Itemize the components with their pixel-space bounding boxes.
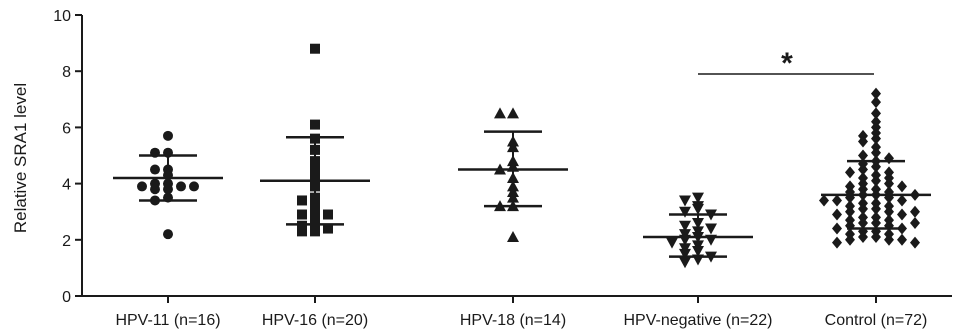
data-point <box>884 205 894 218</box>
y-tick-label: 8 <box>62 64 71 81</box>
group-2 <box>458 107 568 242</box>
data-point <box>871 146 881 159</box>
data-point <box>845 166 855 179</box>
data-point <box>679 257 691 269</box>
plot-area <box>113 43 931 269</box>
x-category-label: HPV-18 (n=14) <box>460 312 566 329</box>
data-point <box>137 181 147 192</box>
data-point <box>297 220 307 231</box>
data-point <box>323 223 333 234</box>
data-point <box>176 181 186 192</box>
data-point <box>692 192 704 204</box>
data-point <box>323 209 333 220</box>
data-point <box>858 216 868 229</box>
group-4 <box>819 87 931 249</box>
data-point <box>858 230 868 243</box>
data-point <box>845 233 855 246</box>
x-axis: HPV-11 (n=16) HPV-16 (n=20) HPV-18 (n=14) H… <box>82 295 952 329</box>
data-point <box>666 237 678 249</box>
x-category-label: HPV-16 (n=20) <box>262 312 368 329</box>
data-point <box>832 222 842 235</box>
data-point <box>871 107 881 120</box>
data-point <box>150 164 160 175</box>
data-point <box>832 194 842 207</box>
data-point <box>297 226 307 237</box>
data-point <box>150 184 160 195</box>
data-point <box>494 107 506 119</box>
data-point <box>910 205 920 218</box>
significance-star: * <box>781 47 793 80</box>
y-tick-label: 6 <box>62 120 71 137</box>
data-point <box>163 229 173 240</box>
data-point <box>897 180 907 193</box>
group-3 <box>643 192 753 269</box>
data-point <box>705 223 717 235</box>
data-point <box>884 233 894 246</box>
data-point <box>189 181 199 192</box>
data-point <box>679 220 691 232</box>
data-point <box>819 194 829 207</box>
data-point <box>897 233 907 246</box>
y-tick-label: 0 <box>62 289 71 306</box>
data-point <box>679 243 691 255</box>
data-point <box>507 230 519 242</box>
y-tick-label: 10 <box>53 8 71 25</box>
data-point <box>884 152 894 165</box>
data-point <box>297 209 307 220</box>
data-point <box>679 206 691 218</box>
significance-annotation: * <box>698 47 874 80</box>
x-category-label: Control (n=72) <box>825 312 928 329</box>
data-point <box>692 203 704 215</box>
data-point <box>163 130 173 141</box>
data-point <box>871 132 881 145</box>
data-point <box>310 226 320 237</box>
data-point <box>310 43 320 54</box>
data-point <box>507 107 519 119</box>
data-point <box>858 163 868 176</box>
data-point <box>679 229 691 241</box>
data-point <box>679 248 691 260</box>
data-point <box>832 208 842 221</box>
data-point <box>897 194 907 207</box>
y-axis-title: Relative SRA1 level <box>11 83 30 233</box>
data-point <box>871 96 881 109</box>
x-category-label: HPV-negative (n=22) <box>624 312 773 329</box>
data-point <box>884 171 894 184</box>
data-point <box>832 236 842 249</box>
data-point <box>297 195 307 206</box>
y-tick-label: 4 <box>62 177 71 194</box>
data-point <box>871 230 881 243</box>
data-point <box>871 87 881 100</box>
group-1 <box>260 43 370 237</box>
data-point <box>310 119 320 130</box>
data-point <box>845 205 855 218</box>
data-point <box>858 149 868 162</box>
y-tick-label: 2 <box>62 233 71 250</box>
y-axis: 0 2 4 6 8 10 <box>53 8 83 306</box>
data-point <box>897 208 907 221</box>
group-0 <box>113 130 223 240</box>
data-point <box>858 135 868 148</box>
data-point <box>910 236 920 249</box>
x-category-label: HPV-11 (n=16) <box>115 312 220 329</box>
data-point <box>679 195 691 207</box>
data-point <box>858 202 868 215</box>
data-point <box>910 216 920 229</box>
